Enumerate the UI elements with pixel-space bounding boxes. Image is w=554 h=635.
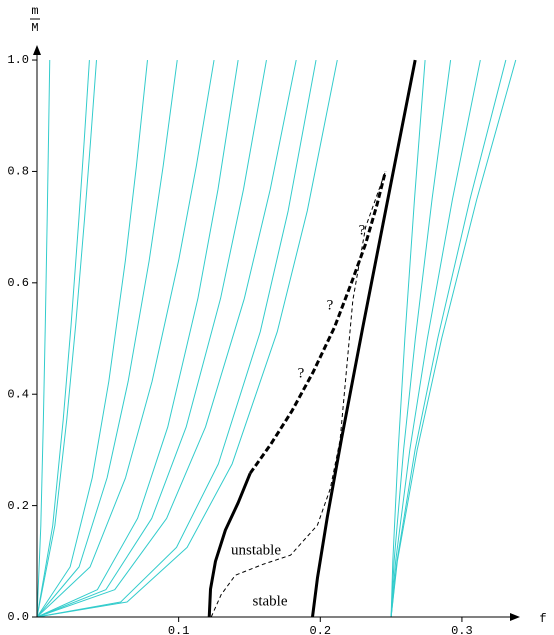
- curve: [36, 59, 148, 618]
- curve: [36, 60, 97, 618]
- x-axis-label: f: [539, 612, 546, 626]
- curve: [311, 59, 417, 618]
- annotation: ?: [359, 222, 366, 238]
- curve: [36, 59, 215, 618]
- curve: [36, 59, 239, 618]
- curve: [390, 59, 517, 618]
- x-tick-label: 0.2: [309, 624, 331, 635]
- y-tick-label: 0.8: [7, 165, 29, 179]
- y-axis-arrow: [33, 45, 41, 55]
- curve: [248, 171, 387, 475]
- curve: [36, 60, 90, 618]
- curve: [36, 59, 297, 618]
- x-tick-label: 0.3: [451, 624, 473, 635]
- curve: [390, 59, 452, 618]
- x-tick-label: 0.1: [168, 624, 190, 635]
- y-tick-label: 0.4: [7, 387, 29, 401]
- y-tick-label: 0.0: [7, 610, 29, 624]
- curve: [210, 171, 386, 618]
- curve: [390, 59, 481, 618]
- curve: [390, 60, 426, 618]
- y-axis-label-numerator: m: [31, 4, 38, 18]
- curve: [36, 60, 51, 618]
- curve: [36, 59, 178, 618]
- curve: [36, 59, 317, 618]
- annotation: unstable: [231, 542, 281, 558]
- annotation: ?: [327, 297, 334, 313]
- curve: [207, 472, 252, 618]
- y-axis-label-denominator: M: [31, 21, 38, 35]
- y-tick-label: 1.0: [7, 53, 29, 67]
- x-axis-arrow: [510, 613, 520, 621]
- annotation: ?: [298, 365, 305, 381]
- curve: [36, 59, 338, 618]
- curve: [390, 59, 507, 618]
- y-tick-label: 0.6: [7, 276, 29, 290]
- annotation: stable: [253, 593, 288, 609]
- curve: [36, 59, 267, 618]
- y-tick-label: 0.2: [7, 499, 29, 513]
